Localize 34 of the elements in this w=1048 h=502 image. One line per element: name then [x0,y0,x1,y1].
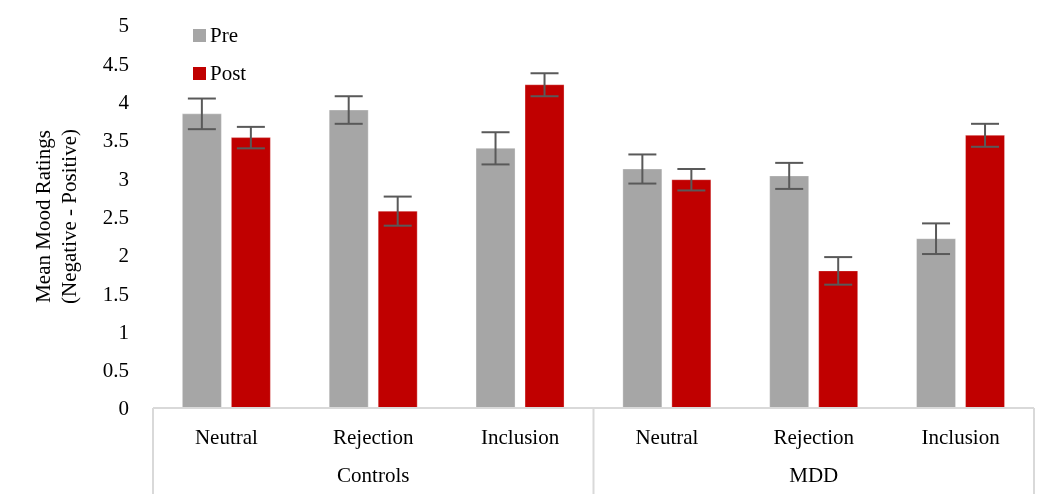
bar [622,168,663,408]
y-tick-label: 1 [118,319,129,344]
bar [181,113,222,408]
x-tick-label: Neutral [635,425,699,449]
bar [230,137,271,408]
y-axis-title: Mean Mood Ratings (Negative - Positive) [31,129,81,304]
x-tick-label: Inclusion [481,425,560,449]
y-tick-label: 0.5 [102,358,129,383]
text: MDD [789,463,839,487]
y-tick-label: 4 [118,90,130,115]
bar [475,147,516,408]
bar [965,134,1006,408]
text: Controls [337,463,410,487]
x-tick-label: Rejection [333,425,414,449]
legend-label: Post [210,60,247,86]
y-tick-label: 3 [118,166,129,191]
y-tick-label: 4.5 [102,51,129,76]
x-tick-label: Neutral [194,425,259,449]
bar [671,179,712,408]
x-tick-label: Rejection [773,425,855,449]
y-tick-label: 3.5 [102,128,129,153]
bar [769,175,810,408]
bar [818,270,859,408]
bar [328,109,369,408]
y-tick-label: 2 [118,243,129,268]
y-tick-label: 1.5 [102,281,129,306]
y-tick-label: 0 [118,396,129,421]
y-tick-label: 2.5 [102,204,129,229]
legend-label: Pre [210,22,238,48]
bar [916,238,957,408]
y-tick-label: 5 [118,13,129,38]
bar [524,84,565,408]
bar [377,210,418,408]
x-tick-label: Inclusion [921,425,1001,449]
